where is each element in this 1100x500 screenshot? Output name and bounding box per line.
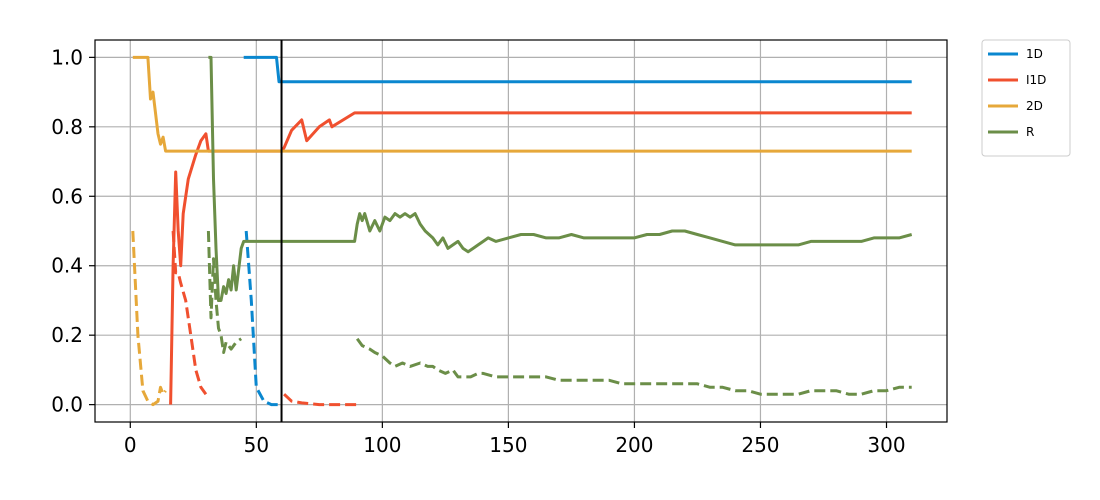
y-tick-label: 1.0 <box>51 45 83 69</box>
legend-label: R <box>1026 125 1034 139</box>
x-tick-label: 250 <box>741 433 779 457</box>
x-tick-label: 200 <box>615 433 653 457</box>
legend: 1D I1D 2D R <box>981 39 1071 157</box>
y-tick-label: 0.8 <box>51 115 83 139</box>
x-tick-label: 150 <box>489 433 527 457</box>
y-tick-label: 0.6 <box>51 184 83 208</box>
series-line-r-dashed <box>206 230 243 354</box>
series-line-1d <box>243 55 912 84</box>
series-layer <box>131 55 913 407</box>
plot-frame <box>94 39 948 423</box>
series-line-1d-dashed <box>244 230 279 407</box>
axis-ticks: 0 50 100 150 200 250 300 0.0 0.2 0.4 0.6 0.8 1.0 <box>51 45 905 457</box>
y-tick-label: 0.2 <box>51 323 83 347</box>
series-line-2d <box>132 55 912 153</box>
series-line-r-dashed <box>355 337 912 396</box>
y-tick-label: 0.4 <box>51 254 83 278</box>
series-line-i1d-dashed <box>283 393 358 407</box>
grid-lines <box>95 40 947 422</box>
y-tick-label: 0.0 <box>51 393 83 417</box>
legend-box <box>981 39 1071 157</box>
series-line-i1d-dashed <box>171 230 208 396</box>
x-tick-label: 300 <box>867 433 905 457</box>
x-tick-label: 0 <box>124 433 137 457</box>
legend-label: 2D <box>1026 99 1043 113</box>
series-line-2d-dashed <box>131 230 167 407</box>
legend-label: 1D <box>1026 47 1043 61</box>
series-line-r <box>208 55 913 302</box>
legend-label: I1D <box>1026 73 1046 87</box>
x-tick-label: 100 <box>363 433 401 457</box>
x-tick-label: 50 <box>244 433 269 457</box>
